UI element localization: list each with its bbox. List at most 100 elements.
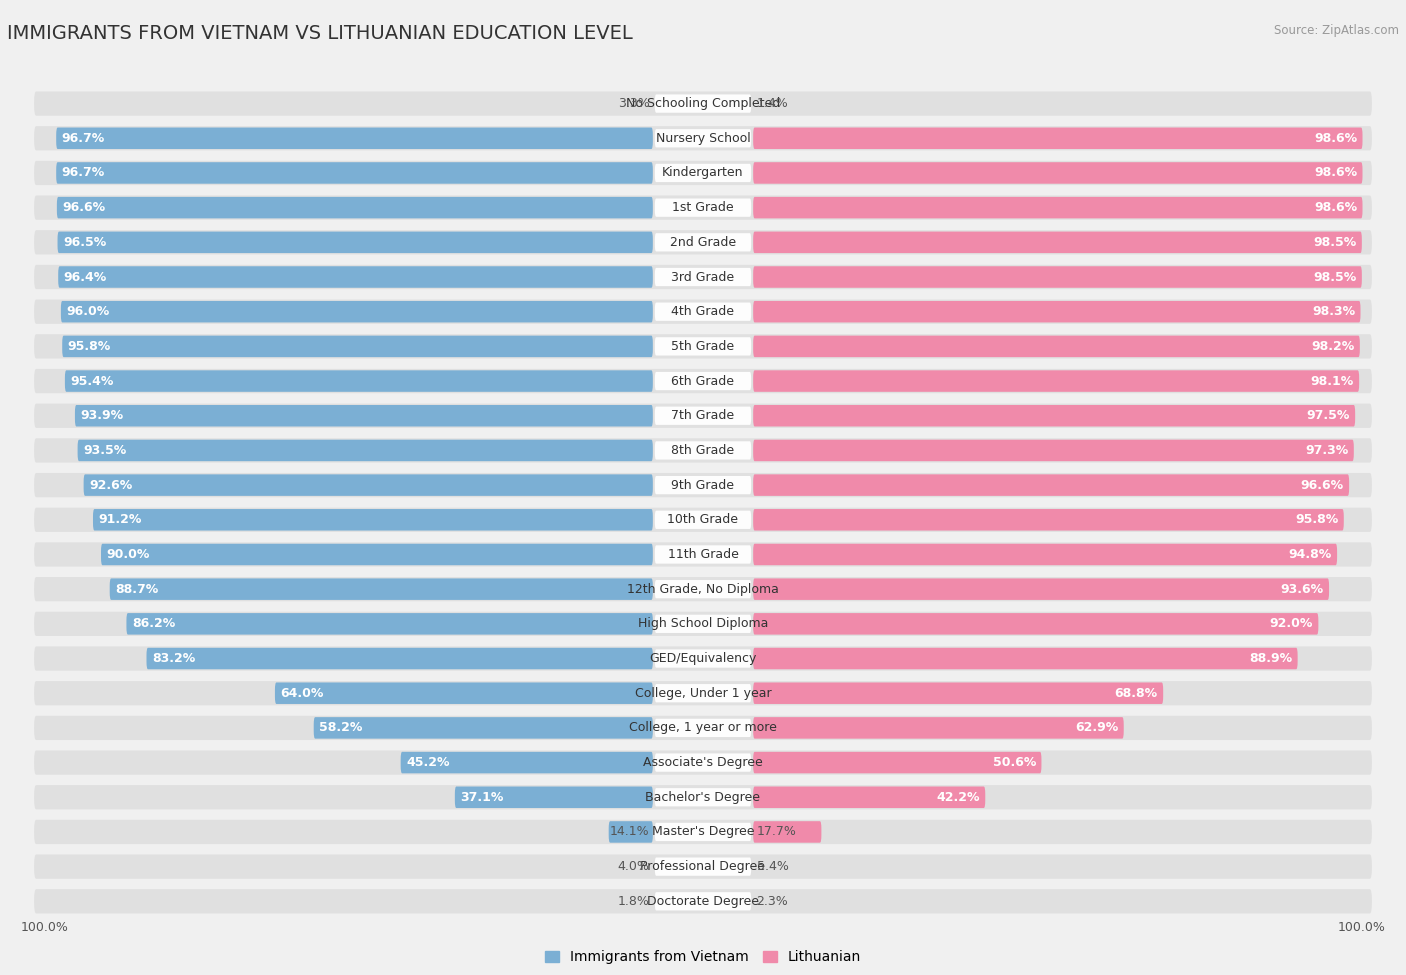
Text: 96.7%: 96.7% (62, 167, 105, 179)
FancyBboxPatch shape (655, 857, 751, 876)
FancyBboxPatch shape (655, 302, 751, 321)
Text: 14.1%: 14.1% (610, 826, 650, 838)
FancyBboxPatch shape (754, 370, 1360, 392)
FancyBboxPatch shape (754, 578, 1329, 600)
FancyBboxPatch shape (34, 611, 1372, 636)
FancyBboxPatch shape (754, 613, 1319, 635)
FancyBboxPatch shape (60, 301, 652, 323)
FancyBboxPatch shape (609, 821, 652, 842)
FancyBboxPatch shape (655, 199, 751, 216)
FancyBboxPatch shape (655, 233, 751, 252)
Text: 95.4%: 95.4% (70, 374, 114, 387)
FancyBboxPatch shape (655, 476, 751, 494)
Text: 98.6%: 98.6% (1315, 201, 1357, 214)
Text: 100.0%: 100.0% (21, 920, 69, 934)
FancyBboxPatch shape (655, 442, 751, 459)
Text: 17.7%: 17.7% (756, 826, 796, 838)
FancyBboxPatch shape (34, 196, 1372, 219)
FancyBboxPatch shape (34, 785, 1372, 809)
Text: 8th Grade: 8th Grade (672, 444, 734, 457)
FancyBboxPatch shape (34, 716, 1372, 740)
Text: 98.5%: 98.5% (1313, 236, 1357, 249)
FancyBboxPatch shape (655, 164, 751, 182)
Text: 98.3%: 98.3% (1312, 305, 1355, 318)
FancyBboxPatch shape (34, 577, 1372, 602)
Text: 96.4%: 96.4% (63, 270, 107, 284)
FancyBboxPatch shape (146, 647, 652, 669)
FancyBboxPatch shape (655, 823, 751, 841)
FancyBboxPatch shape (655, 719, 751, 737)
Text: 98.6%: 98.6% (1315, 167, 1357, 179)
Text: 93.6%: 93.6% (1281, 583, 1323, 596)
FancyBboxPatch shape (754, 162, 1362, 183)
Text: 86.2%: 86.2% (132, 617, 174, 631)
Text: 97.3%: 97.3% (1305, 444, 1348, 457)
FancyBboxPatch shape (34, 751, 1372, 775)
Text: 88.9%: 88.9% (1249, 652, 1292, 665)
FancyBboxPatch shape (34, 265, 1372, 290)
FancyBboxPatch shape (56, 128, 652, 149)
FancyBboxPatch shape (56, 197, 652, 218)
Text: 88.7%: 88.7% (115, 583, 159, 596)
FancyBboxPatch shape (754, 232, 1362, 254)
Text: 42.2%: 42.2% (936, 791, 980, 803)
Text: 96.6%: 96.6% (62, 201, 105, 214)
FancyBboxPatch shape (754, 440, 1354, 461)
FancyBboxPatch shape (655, 580, 751, 599)
FancyBboxPatch shape (754, 682, 1163, 704)
Text: 12th Grade, No Diploma: 12th Grade, No Diploma (627, 583, 779, 596)
FancyBboxPatch shape (34, 542, 1372, 566)
FancyBboxPatch shape (56, 162, 652, 183)
FancyBboxPatch shape (58, 266, 652, 288)
Text: Professional Degree: Professional Degree (641, 860, 765, 874)
FancyBboxPatch shape (754, 787, 986, 808)
Text: 96.7%: 96.7% (62, 132, 105, 144)
Text: 4th Grade: 4th Grade (672, 305, 734, 318)
FancyBboxPatch shape (655, 684, 751, 702)
Text: 68.8%: 68.8% (1115, 686, 1157, 700)
FancyBboxPatch shape (34, 369, 1372, 393)
Text: 2.3%: 2.3% (756, 895, 789, 908)
FancyBboxPatch shape (655, 129, 751, 147)
Text: No Schooling Completed: No Schooling Completed (626, 98, 780, 110)
FancyBboxPatch shape (314, 718, 652, 739)
FancyBboxPatch shape (754, 509, 1344, 530)
FancyBboxPatch shape (655, 371, 751, 390)
Text: 98.2%: 98.2% (1312, 340, 1354, 353)
FancyBboxPatch shape (655, 754, 751, 772)
FancyBboxPatch shape (655, 649, 751, 668)
FancyBboxPatch shape (754, 821, 821, 842)
FancyBboxPatch shape (34, 646, 1372, 671)
FancyBboxPatch shape (34, 508, 1372, 532)
Text: Associate's Degree: Associate's Degree (643, 756, 763, 769)
FancyBboxPatch shape (34, 820, 1372, 844)
Text: 96.5%: 96.5% (63, 236, 105, 249)
FancyBboxPatch shape (754, 752, 1042, 773)
FancyBboxPatch shape (754, 405, 1355, 426)
Text: College, Under 1 year: College, Under 1 year (634, 686, 772, 700)
FancyBboxPatch shape (93, 509, 652, 530)
Text: 97.5%: 97.5% (1306, 410, 1350, 422)
FancyBboxPatch shape (754, 475, 1350, 496)
Text: High School Diploma: High School Diploma (638, 617, 768, 631)
FancyBboxPatch shape (75, 405, 652, 426)
Text: 4.0%: 4.0% (617, 860, 650, 874)
Text: 98.6%: 98.6% (1315, 132, 1357, 144)
Text: 1st Grade: 1st Grade (672, 201, 734, 214)
FancyBboxPatch shape (62, 335, 652, 357)
Text: GED/Equivalency: GED/Equivalency (650, 652, 756, 665)
FancyBboxPatch shape (34, 126, 1372, 150)
FancyBboxPatch shape (754, 335, 1360, 357)
FancyBboxPatch shape (754, 647, 1298, 669)
Text: Kindergarten: Kindergarten (662, 167, 744, 179)
Text: Master's Degree: Master's Degree (652, 826, 754, 838)
FancyBboxPatch shape (655, 407, 751, 425)
FancyBboxPatch shape (34, 230, 1372, 254)
Text: 92.6%: 92.6% (89, 479, 132, 491)
Text: 93.9%: 93.9% (80, 410, 124, 422)
Text: 96.0%: 96.0% (66, 305, 110, 318)
FancyBboxPatch shape (101, 544, 652, 566)
FancyBboxPatch shape (655, 268, 751, 286)
Text: 11th Grade: 11th Grade (668, 548, 738, 561)
FancyBboxPatch shape (655, 788, 751, 806)
